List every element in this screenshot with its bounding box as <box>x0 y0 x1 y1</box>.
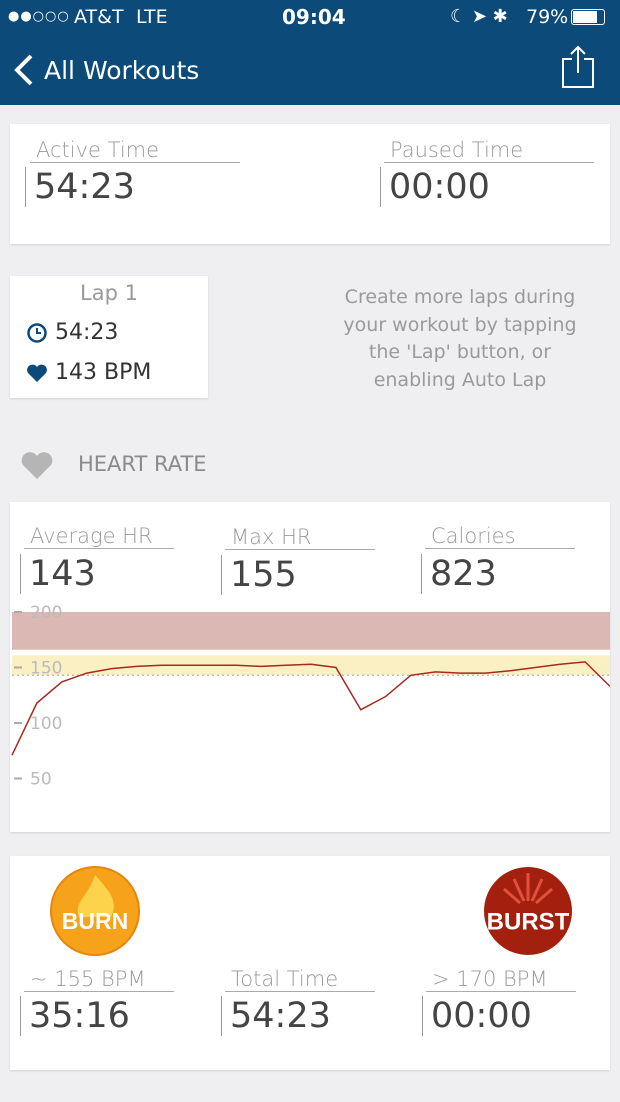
network: LTE <box>136 6 168 28</box>
stat-label: Active Time <box>30 138 240 163</box>
y-tick-label: 150 <box>30 659 62 679</box>
lap-title: Lap 1 <box>80 281 138 305</box>
stat-value: 54:23 <box>25 167 135 207</box>
section-heart-icon <box>21 452 53 479</box>
stat-label: > 170 BPM <box>426 967 576 992</box>
burst-badge: BURST <box>484 867 572 955</box>
stat-value: 143 <box>20 554 96 594</box>
burn-label: BURN <box>62 908 128 934</box>
stat-label: Paused Time <box>384 138 594 163</box>
back-chevron <box>14 54 33 86</box>
clock: 09:04 <box>282 5 346 29</box>
stat-value: 00:00 <box>422 996 532 1036</box>
times-card: Active Time 54:23 Paused Time 00:00 <box>10 124 610 244</box>
section-title: HEART RATE <box>78 452 207 476</box>
stat-value: 35:16 <box>20 996 130 1036</box>
heart-rate-line <box>11 661 610 756</box>
y-tick-label: 100 <box>30 714 62 734</box>
stat-label: Total Time <box>225 967 375 992</box>
header: ●●○○○ AT&T LTE 09:04 ☾ ➤ ✱ 79% All Worko… <box>0 0 620 105</box>
clock-icon <box>27 323 47 343</box>
battery-level: 79% <box>526 6 569 28</box>
status-icons: ☾ ➤ ✱ <box>450 6 508 27</box>
heart-rate-chart: 50 100 150 200 <box>11 603 610 790</box>
stat-label: Average HR <box>24 524 174 549</box>
stat-label: Calories <box>425 524 575 549</box>
burst-label: BURST <box>487 908 570 935</box>
stat-label: Max HR <box>225 525 375 550</box>
y-tick-label: 200 <box>30 603 62 623</box>
carrier: AT&T <box>74 6 124 28</box>
stat-label: ~ 155 BPM <box>24 967 174 992</box>
burn-badge: BURN <box>50 866 140 956</box>
lap-card: Lap 1 54:23 143 BPM <box>10 276 208 398</box>
back-button[interactable]: All Workouts <box>12 52 199 88</box>
back-label: All Workouts <box>44 55 200 85</box>
lap-hint: Create more laps during your workout by … <box>343 286 577 391</box>
zone-band <box>12 655 610 676</box>
stat-value: 823 <box>421 554 497 594</box>
lap-time: 54:23 <box>55 320 119 345</box>
zone-band <box>12 612 610 650</box>
battery-icon <box>571 9 605 25</box>
share-button[interactable] <box>560 45 596 89</box>
heart-rate-card: Average HR 143 Max HR 155 Calories 823 5… <box>10 502 610 832</box>
stat-value: 00:00 <box>380 167 490 207</box>
lap-heart-rate: 143 BPM <box>55 360 152 385</box>
heart-icon <box>27 364 47 382</box>
zones-card: BURN BURST ~ 155 BPM 35:16 Total Time 54… <box>10 856 610 1070</box>
stat-value: 54:23 <box>221 996 331 1036</box>
y-tick-label: 50 <box>30 770 52 790</box>
stat-value: 155 <box>221 555 297 595</box>
signal: ●●○○○ <box>8 9 70 24</box>
